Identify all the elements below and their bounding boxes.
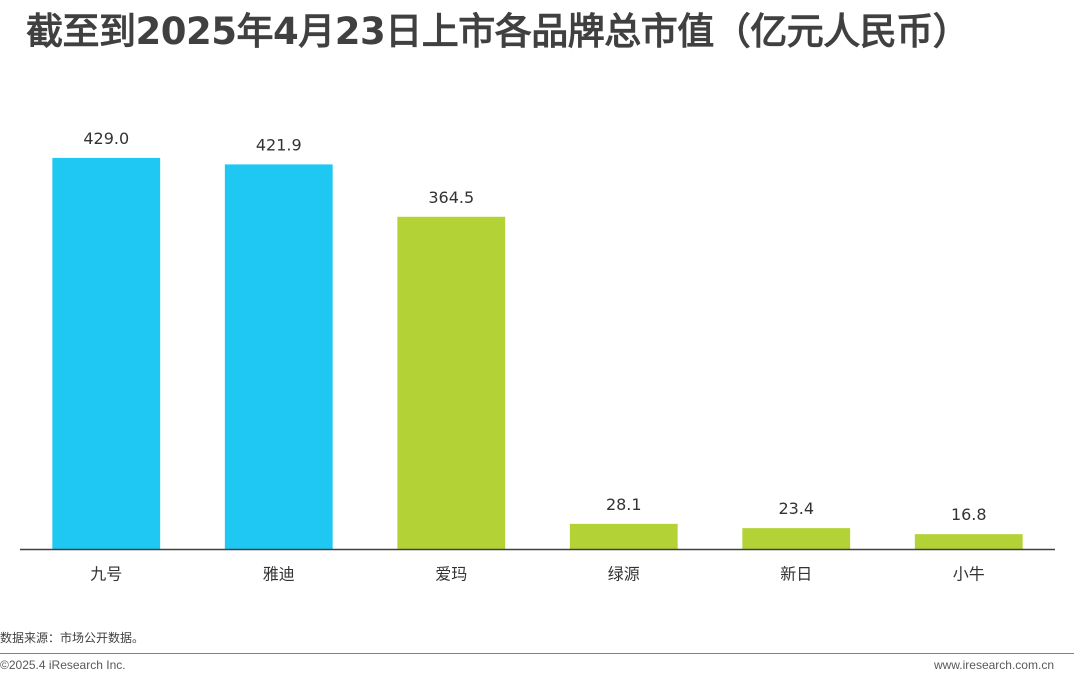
- bar-5: [914, 534, 1023, 550]
- bar-4: [742, 528, 851, 550]
- copyright-text: ©2025.4 iResearch Inc.: [0, 658, 126, 672]
- bar-2: [397, 216, 506, 550]
- value-label-group: 429.0 421.9 364.5 28.1 23.4 16.8: [83, 129, 986, 524]
- website-link[interactable]: www.iresearch.com.cn: [933, 658, 1054, 672]
- value-label-1: 421.9: [256, 135, 302, 154]
- value-label-2: 364.5: [428, 188, 474, 207]
- bar-1: [224, 164, 333, 550]
- bar-group: [52, 157, 1023, 550]
- category-label-1: 雅迪: [263, 565, 295, 584]
- value-label-5: 16.8: [951, 505, 987, 524]
- bar-chart: 429.0 421.9 364.5 28.1 23.4 16.8 九号 雅迪 爱玛 绿源 新日 小牛: [20, 129, 1055, 584]
- footer-divider: [0, 653, 1074, 654]
- category-label-5: 小牛: [953, 565, 985, 584]
- category-label-3: 绿源: [608, 565, 640, 584]
- value-label-0: 429.0: [83, 129, 129, 148]
- value-label-3: 28.1: [606, 495, 642, 514]
- category-label-0: 九号: [90, 565, 122, 584]
- data-source-note: 数据来源：市场公开数据。: [0, 631, 145, 645]
- value-label-4: 23.4: [778, 499, 814, 518]
- bar-0: [52, 157, 161, 550]
- bar-3: [569, 523, 678, 550]
- category-label-group: 九号 雅迪 爱玛 绿源 新日 小牛: [90, 565, 985, 584]
- category-label-2: 爱玛: [435, 565, 467, 584]
- category-label-4: 新日: [780, 565, 812, 584]
- chart-title: 截至到2025年4月23日上市各品牌总市值（亿元人民币）: [26, 10, 970, 53]
